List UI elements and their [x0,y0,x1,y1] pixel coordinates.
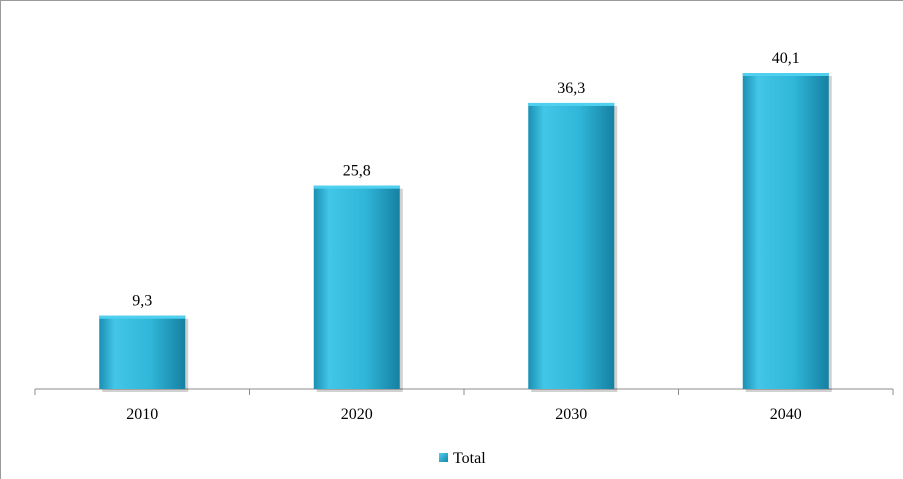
bar-2020 [313,185,400,389]
data-label-2020: 25,8 [343,163,371,180]
bar-top-highlight [99,315,186,319]
data-label-2030: 36,3 [557,80,585,97]
legend-swatch [439,453,448,462]
plot-area: 9,3 2010 25,8 2020 36,3 2030 40,1 2040 [34,50,894,423]
data-label-2040: 40,1 [772,50,800,67]
legend: Total [439,450,486,467]
x-tick-label-2030: 2030 [555,406,587,423]
data-label-2010: 9,3 [132,293,152,310]
bar-2030 [528,102,615,390]
x-tick-label-2010: 2010 [126,406,158,423]
bar-top-highlight [528,102,615,106]
x-tick-label-2020: 2020 [341,406,373,423]
bar-top-highlight [742,73,829,76]
legend-label: Total [453,450,486,467]
bar-top-highlight [313,185,400,189]
bar-2040 [742,73,829,389]
x-tick-label-2040: 2040 [770,406,802,423]
bar-2010 [99,315,186,389]
